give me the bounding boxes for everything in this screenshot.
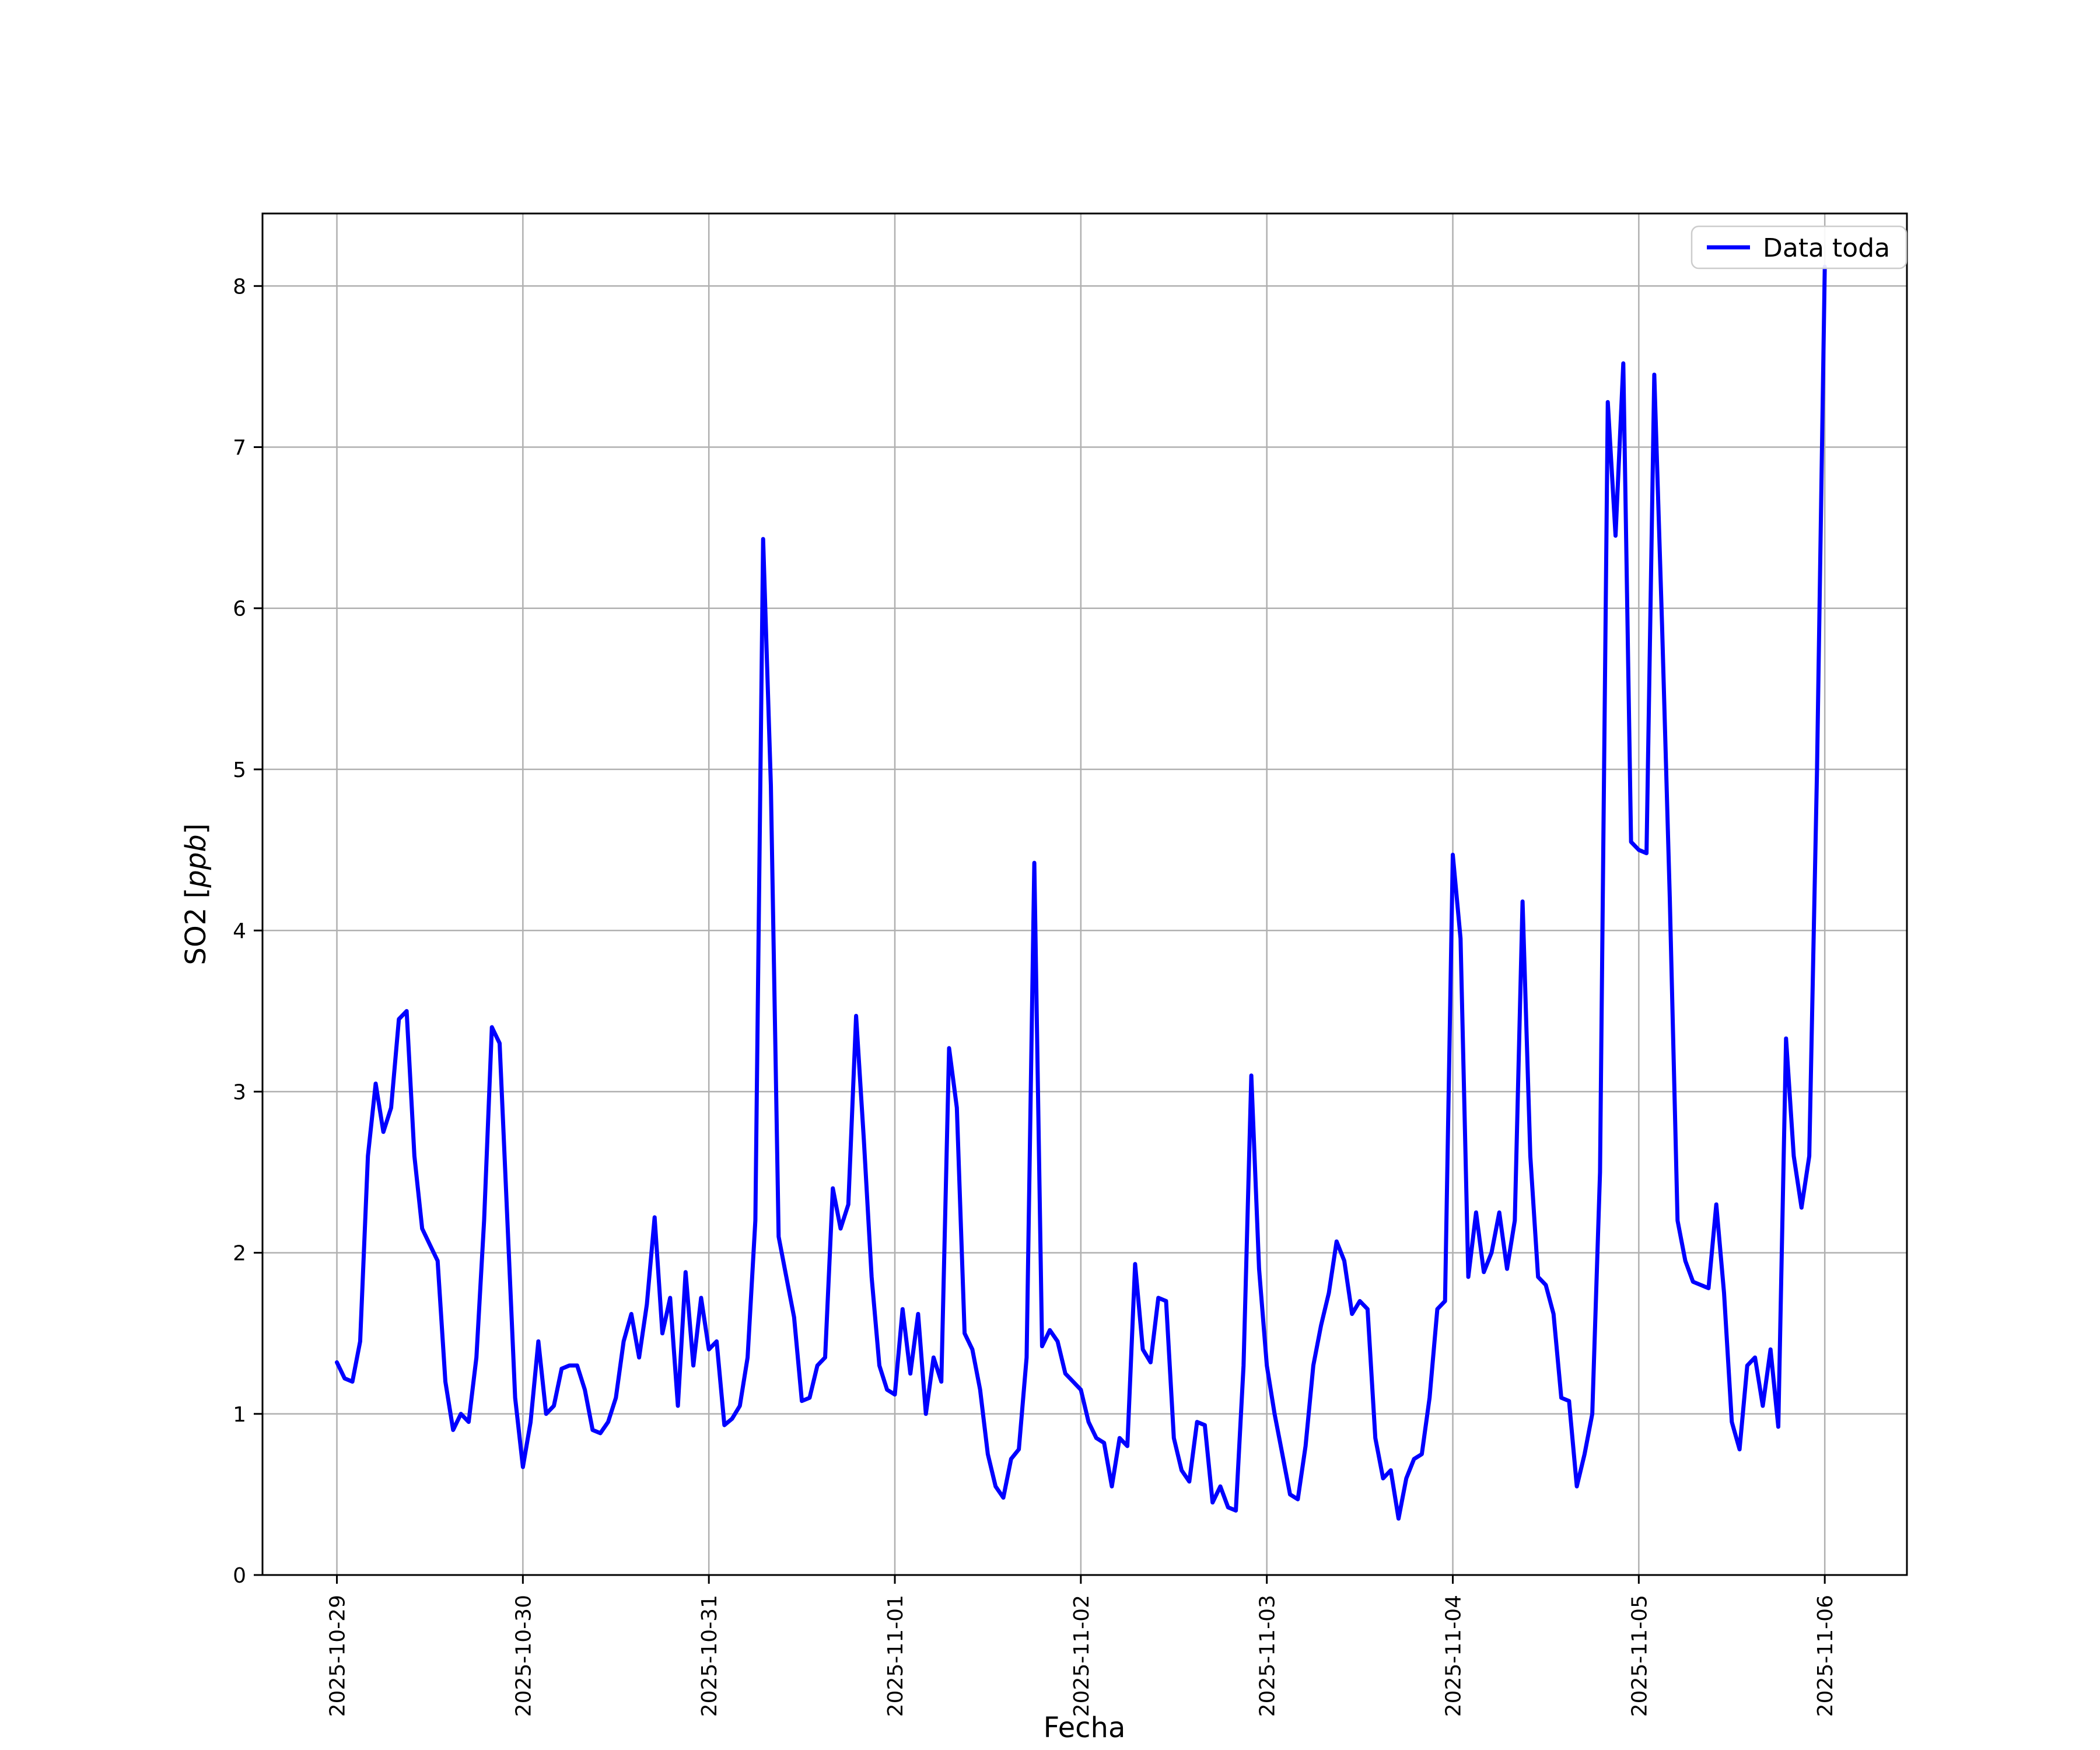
x-tick-label: 2025-11-02 bbox=[1070, 1595, 1094, 1717]
x-tick-label: 2025-10-31 bbox=[698, 1595, 722, 1717]
y-tick-label: 4 bbox=[233, 919, 246, 943]
y-axis-label-suffix: ] bbox=[180, 824, 212, 835]
x-tick-label: 2025-11-06 bbox=[1814, 1595, 1838, 1717]
y-tick-label: 3 bbox=[233, 1080, 246, 1104]
y-tick-label: 8 bbox=[233, 275, 246, 299]
so2-data-line bbox=[335, 264, 1827, 1521]
x-tick-label: 2025-10-30 bbox=[512, 1595, 536, 1717]
y-tick-label: 0 bbox=[233, 1564, 246, 1588]
x-tick-label: 2025-11-05 bbox=[1628, 1595, 1651, 1717]
y-axis-label-unit: ppb bbox=[180, 834, 212, 888]
x-axis-label: Fecha bbox=[1044, 1712, 1126, 1744]
y-axis-label: SO2 [ppb] bbox=[180, 824, 212, 965]
y-tick-label: 1 bbox=[233, 1403, 246, 1427]
x-tick-label: 2025-11-01 bbox=[884, 1595, 908, 1717]
legend: Data toda bbox=[1690, 225, 1908, 270]
y-tick-label: 7 bbox=[233, 436, 246, 460]
x-tick-label: 2025-11-04 bbox=[1442, 1595, 1466, 1717]
axis-ticks: 2025-10-29 2025-10-30 2025-10-31 2025-11-01… bbox=[233, 275, 1838, 1717]
legend-box bbox=[1690, 225, 1908, 270]
legend-label: Data toda bbox=[1763, 233, 1890, 263]
y-tick-label: 6 bbox=[233, 597, 246, 621]
x-tick-label: 2025-10-29 bbox=[326, 1595, 350, 1717]
axes-frame bbox=[261, 212, 1908, 1576]
y-tick-label: 5 bbox=[233, 758, 246, 782]
y-tick-label: 2 bbox=[233, 1242, 246, 1266]
data-series bbox=[335, 264, 1827, 1521]
grid-lines bbox=[262, 214, 1907, 1576]
x-tick-label: 2025-11-03 bbox=[1256, 1595, 1280, 1717]
y-axis-label-prefix: SO2 [ bbox=[180, 888, 212, 965]
